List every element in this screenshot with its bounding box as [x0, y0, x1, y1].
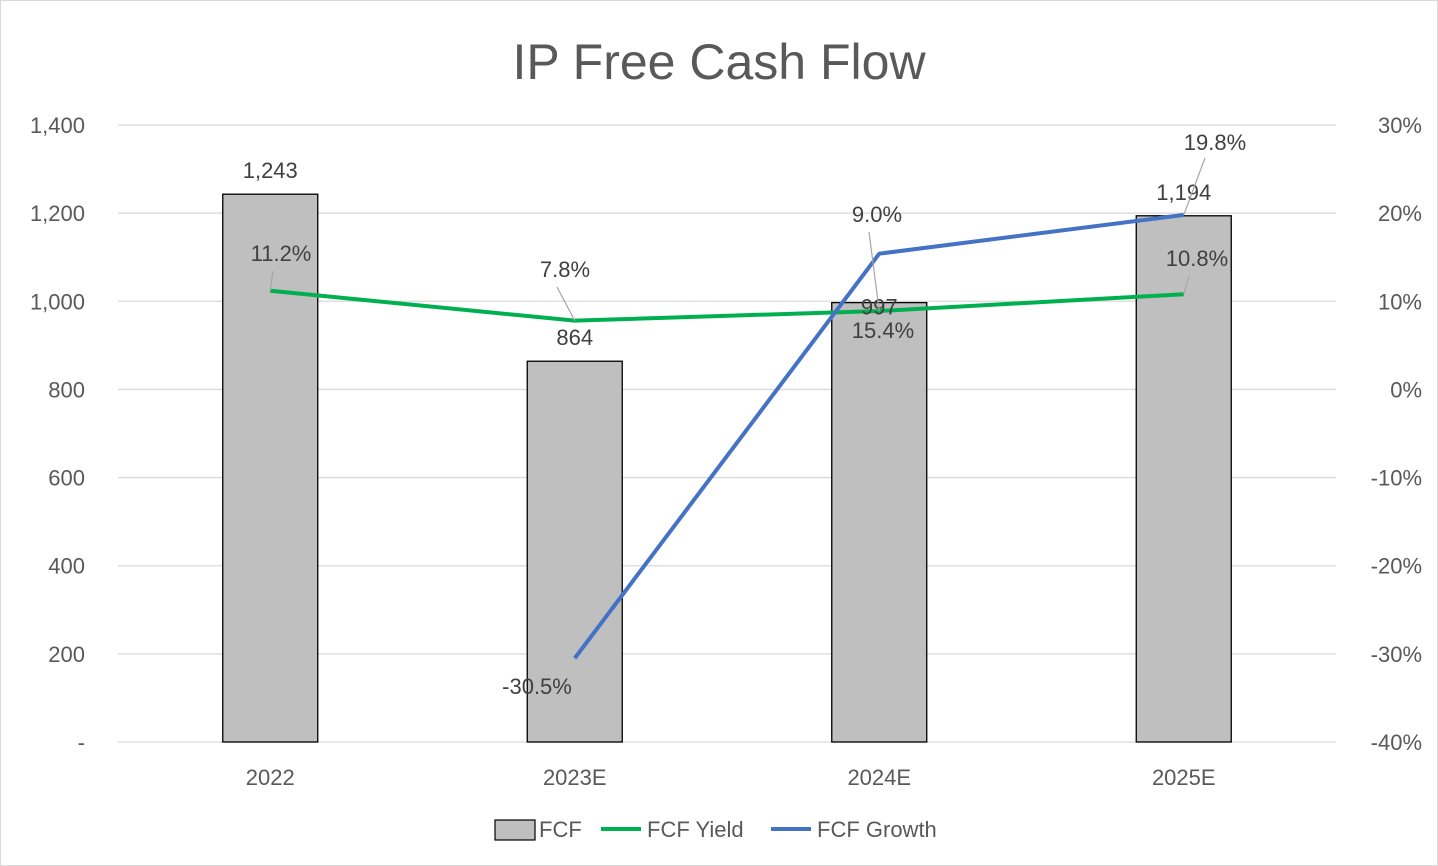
- right-tick-label: -30%: [1371, 642, 1422, 667]
- fcf-growth-data-label: 15.4%: [852, 318, 914, 343]
- fcf-bar-2022: [222, 193, 319, 743]
- category-label: 2022: [246, 765, 295, 790]
- right-axis: -40% -30% -20% -10% 0% 10% 20% 30%: [1371, 113, 1422, 755]
- left-tick-label: 200: [48, 642, 85, 667]
- left-tick-label: 600: [48, 466, 85, 491]
- fcf-yield-data-label: 9.0%: [852, 202, 902, 227]
- left-tick-label: -: [78, 730, 85, 755]
- legend-fcf-yield-label: FCF Yield: [647, 817, 744, 842]
- fcf-growth-data-label: 19.8%: [1184, 130, 1246, 155]
- fcf-growth-leader-line: [1183, 157, 1206, 216]
- legend: FCF FCF Yield FCF Growth: [494, 817, 937, 842]
- category-label: 2025E: [1152, 765, 1216, 790]
- fcf-data-label: 1,243: [243, 158, 298, 183]
- fcf-bars: [222, 193, 1232, 743]
- right-tick-label: 10%: [1378, 289, 1422, 314]
- right-tick-label: -40%: [1371, 730, 1422, 755]
- legend-fcf-label: FCF: [539, 817, 582, 842]
- right-tick-label: 0%: [1390, 377, 1422, 402]
- fcf-data-label: 864: [556, 325, 593, 350]
- right-tick-label: -20%: [1371, 554, 1422, 579]
- fcf-yield-data-label: 10.8%: [1166, 246, 1228, 271]
- left-tick-label: 800: [48, 377, 85, 402]
- fcf-yield-leader-line: [1183, 275, 1190, 295]
- left-tick-label: 1,000: [30, 289, 85, 314]
- category-label: 2023E: [543, 765, 607, 790]
- fcf-bar-2025E: [1135, 215, 1232, 743]
- fcf-yield-leader-line: [556, 286, 576, 321]
- category-label: 2024E: [847, 765, 911, 790]
- fcf-growth-data-label: -30.5%: [502, 674, 572, 699]
- data-labels: 1,2438649971,19411.2%7.8%9.0%10.8%-30.5%…: [243, 130, 1246, 699]
- right-tick-label: 20%: [1378, 201, 1422, 226]
- gridlines: [118, 124, 1336, 743]
- fcf-yield-leader-line: [269, 270, 274, 291]
- right-tick-label: -10%: [1371, 466, 1422, 491]
- chart-title: IP Free Cash Flow: [512, 34, 926, 90]
- left-tick-label: 1,400: [30, 113, 85, 138]
- right-tick-label: 30%: [1378, 113, 1422, 138]
- left-tick-label: 1,200: [30, 201, 85, 226]
- fcf-yield-line: [270, 288, 1184, 323]
- legend-fcf-growth-label: FCF Growth: [817, 817, 937, 842]
- left-tick-label: 400: [48, 554, 85, 579]
- fcf-bar-2024E: [831, 301, 928, 743]
- fcf-yield-leader-line: [868, 231, 880, 312]
- fcf-bar-2023E: [526, 360, 623, 743]
- category-axis: 2022 2023E 2024E 2025E: [246, 765, 1216, 790]
- fcf-yield-data-label: 11.2%: [251, 241, 312, 266]
- left-axis: - 200 400 600 800 1,000 1,200 1,400: [30, 113, 85, 755]
- fcf-growth-line: [573, 212, 1185, 660]
- fcf-yield-data-label: 7.8%: [540, 257, 590, 282]
- fcf-data-label: 1,194: [1156, 180, 1211, 205]
- legend-fcf-swatch: [494, 819, 536, 841]
- lines: [270, 212, 1185, 660]
